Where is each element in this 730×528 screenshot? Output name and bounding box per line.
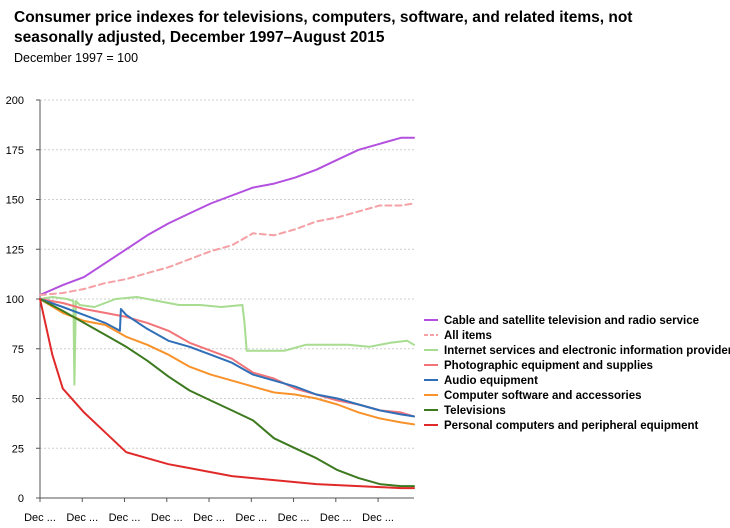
- legend-label: All items: [444, 330, 492, 342]
- series-lines: [39, 136, 415, 490]
- y-tick-label: 150: [6, 195, 24, 207]
- chart-subtitle: December 1997 = 100: [14, 51, 139, 65]
- x-tick-label: Dec ...: [24, 512, 56, 524]
- y-tick-label: 175: [6, 145, 24, 157]
- y-tick-label: 50: [12, 394, 24, 406]
- series-line: [39, 296, 415, 386]
- series-line: [39, 298, 415, 426]
- x-tick-label: Dec ...: [66, 512, 98, 524]
- series-line: [39, 298, 415, 488]
- x-tick-label: Dec ...: [320, 512, 352, 524]
- series-line: [39, 298, 415, 418]
- y-tick-label: 100: [6, 294, 24, 306]
- axes: 0 25 50 75 100 125 150 175 200 Dec ... Dec ... Dec …: [6, 95, 414, 524]
- series-line: [39, 202, 415, 296]
- series-line: [39, 298, 415, 490]
- x-tick-label: Dec ...: [362, 512, 394, 524]
- chart-title: Consumer price indexes for televisions, …: [14, 9, 633, 46]
- x-tick-label: Dec ...: [278, 512, 310, 524]
- series-line: [39, 136, 415, 296]
- grid-lines: [40, 99, 414, 449]
- y-tick-label: 0: [18, 493, 24, 505]
- x-tick-label: Dec ...: [193, 512, 225, 524]
- legend: Cable and satellite television and radio…: [424, 315, 730, 432]
- legend-label: Internet services and electronic informa…: [444, 345, 730, 357]
- x-tick-label: Dec ...: [235, 512, 267, 524]
- legend-label: Televisions: [444, 405, 506, 417]
- legend-label: Audio equipment: [444, 375, 538, 387]
- legend-label: Photographic equipment and supplies: [444, 360, 653, 372]
- y-tick-label: 125: [6, 244, 24, 256]
- x-tick-label: Dec ...: [109, 512, 141, 524]
- x-tick-label: Dec ...: [151, 512, 183, 524]
- y-tick-label: 200: [6, 95, 24, 107]
- y-tick-label: 25: [12, 443, 24, 455]
- legend-label: Computer software and accessories: [444, 390, 642, 402]
- legend-label: Personal computers and peripheral equipm…: [444, 420, 699, 432]
- legend-label: Cable and satellite television and radio…: [444, 315, 699, 327]
- y-tick-label: 75: [12, 344, 24, 356]
